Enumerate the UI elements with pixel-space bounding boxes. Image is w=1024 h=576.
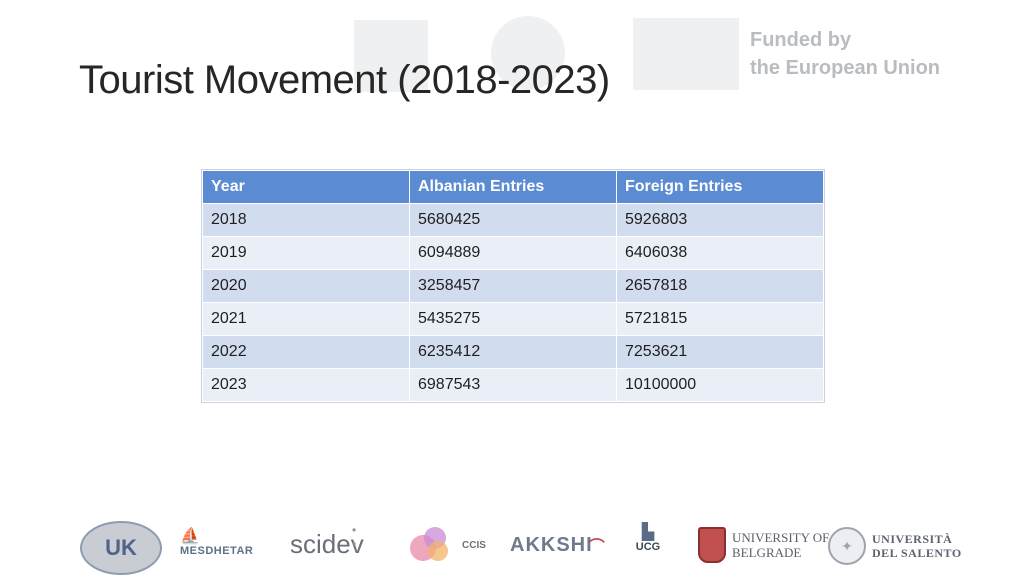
table-row: 2019 6094889 6406038 [202,236,824,270]
scidev-logo-text: scidev [290,529,364,559]
column-header-foreign: Foreign Entries [616,170,824,204]
table-row: 2022 6235412 7253621 [202,335,824,369]
foreign-entries-cell: 2657818 [616,269,824,303]
uk-logo-text: UK [105,535,137,560]
column-header-albanian: Albanian Entries [409,170,617,204]
dots-icon: • • [352,523,357,551]
table-row: 2023 6987543 10100000 [202,368,824,402]
foreign-entries-cell: 7253621 [616,335,824,369]
top-logo-1 [354,20,428,92]
albanian-entries-cell: 6235412 [409,335,617,369]
albanian-entries-cell: 6094889 [409,236,617,270]
foreign-entries-cell: 10100000 [616,368,824,402]
foreign-entries-cell: 6406038 [616,236,824,270]
albanian-entries-cell: 3258457 [409,269,617,303]
table-header-row: Year Albanian Entries Foreign Entries [202,170,824,204]
circles-icon [410,525,458,565]
akkshi-logo: AKKSHI ⌒ [510,533,606,557]
uk-logo: UK [80,521,162,575]
belgrade-line-1: UNIVERSITY OF [732,530,830,545]
crest-icon [698,527,726,563]
ccis-logo-text: CCIS [462,539,486,551]
albanian-entries-cell: 5680425 [409,203,617,237]
year-cell: 2019 [202,236,410,270]
ucg-logo-text: UCG [635,541,661,553]
column-header-year: Year [202,170,410,204]
akkshi-logo-text: AKKSHI [510,533,593,556]
salento-line-2: DEL SALENTO [872,546,962,560]
year-cell: 2023 [202,368,410,402]
year-cell: 2018 [202,203,410,237]
scidev-logo: scidev • • [290,523,364,560]
funding-line-1: Funded by [750,29,852,51]
table-row: 2021 5435275 5721815 [202,302,824,336]
salento-line-1: UNIVERSITÀ [872,532,953,546]
slide-title: Tourist Movement (2018-2023) [79,58,610,102]
albanian-entries-cell: 5435275 [409,302,617,336]
partner-logos: UK ⛵ MESDHETAR scidev • • CCIS AKKSHI ⌒ … [0,515,1024,575]
ucg-logo: ▙ UCG [628,524,668,554]
table-row: 2018 5680425 5926803 [202,203,824,237]
foreign-entries-cell: 5926803 [616,203,824,237]
swoosh-icon: ⌒ [588,539,606,556]
year-cell: 2021 [202,302,410,336]
belgrade-line-2: BELGRADE [732,545,802,560]
funding-line-2: the European Union [750,57,940,79]
ccis-logo: CCIS [410,525,486,565]
top-logo-2 [491,16,565,90]
book-icon: ▙ [641,524,655,541]
seal-icon: ✦ [828,527,866,565]
mesdhetar-logo-text: MESDHETAR [180,545,254,557]
table-row: 2020 3258457 2657818 [202,269,824,303]
funding-notice: Funded by the European Union [750,26,940,82]
foreign-entries-cell: 5721815 [616,302,824,336]
albanian-entries-cell: 6987543 [409,368,617,402]
year-cell: 2020 [202,269,410,303]
mesdhetar-logo: ⛵ MESDHETAR [180,528,254,558]
year-cell: 2022 [202,335,410,369]
ship-icon: ⛵ [180,528,200,545]
university-belgrade-logo: UNIVERSITY OF BELGRADE [698,527,829,563]
eu-flag-logo [633,18,739,90]
tourist-movement-table: Year Albanian Entries Foreign Entries 20… [201,169,825,403]
universita-salento-logo: ✦ UNIVERSITÀ DEL SALENTO [828,527,962,565]
